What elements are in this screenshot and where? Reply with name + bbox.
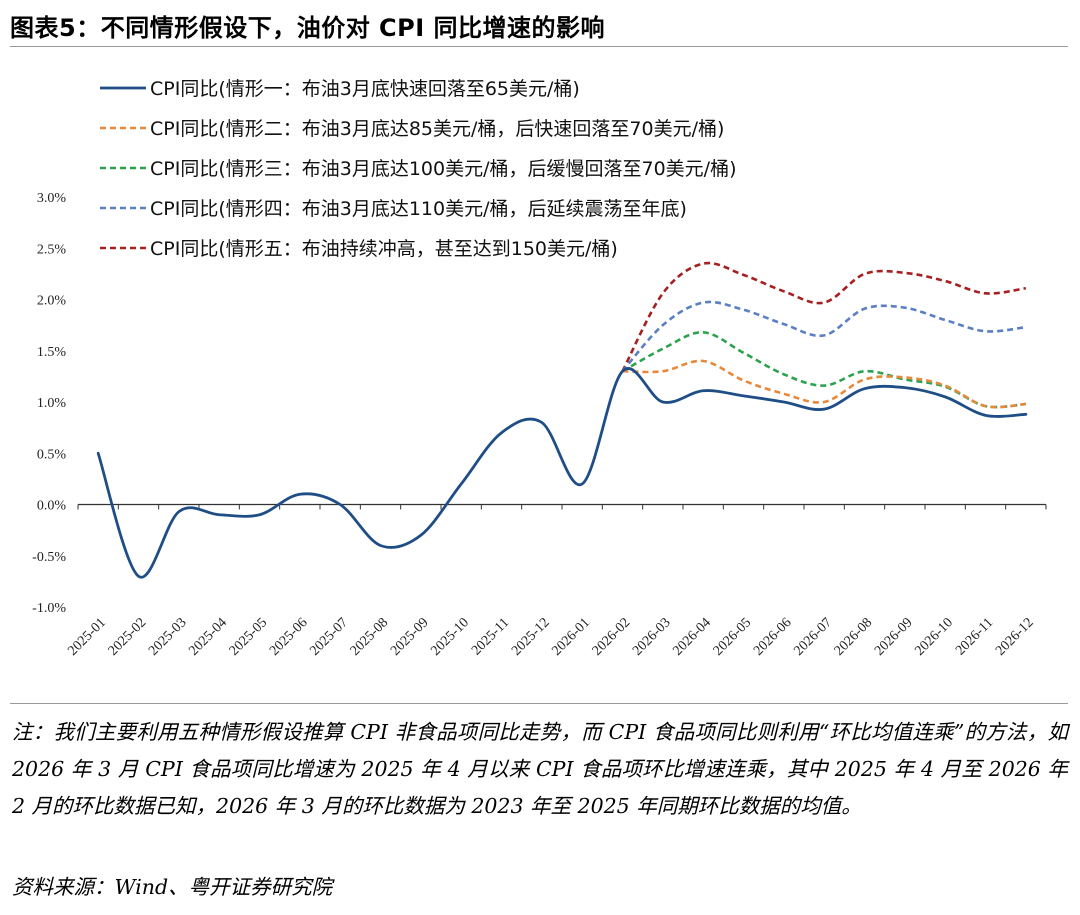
series-line-5 <box>621 261 1027 372</box>
x-tick-label: 2026-05 <box>711 615 755 659</box>
x-tick-label: 2025-02 <box>106 615 150 659</box>
series-line-1 <box>96 367 1028 579</box>
x-tick-label: 2025-09 <box>388 615 432 659</box>
x-tick-label: 2026-12 <box>993 615 1037 659</box>
x-tick-label: 2026-07 <box>791 615 835 659</box>
plot-area <box>96 261 1028 579</box>
series-line-2 <box>622 359 1026 409</box>
x-tick-label: 2025-08 <box>348 615 392 659</box>
x-tick-label: 2026-08 <box>832 615 876 659</box>
x-tick-label: 2025-12 <box>509 615 553 659</box>
x-tick-label: 2026-09 <box>872 615 916 659</box>
x-tick-label: 2025-04 <box>186 615 230 659</box>
y-tick-label: 0.0% <box>37 499 67 514</box>
y-tick-label: 2.0% <box>37 294 67 309</box>
legend-label-1: CPI同比(情形一：布油3月底快速回落至65美元/桶) <box>150 78 580 100</box>
x-tick-label: 2026-04 <box>670 615 714 659</box>
footnote: 注：我们主要利用五种情形假设推算 CPI 非食品项同比走势，而 CPI 食品项同… <box>12 720 1068 818</box>
legend-label-4: CPI同比(情形四：布油3月底达110美元/桶，后延续震荡至年底) <box>150 198 687 220</box>
legend-label-3: CPI同比(情形三：布油3月底达100美元/桶，后缓慢回落至70美元/桶) <box>150 158 737 180</box>
x-tick-label: 2025-01 <box>65 615 109 659</box>
chart-title: 图表5：不同情形假设下，油价对 CPI 同比增速的影响 <box>10 14 606 42</box>
y-tick-label: 1.5% <box>37 345 67 360</box>
x-tick-label: 2026-06 <box>751 615 795 659</box>
x-tick-label: 2026-11 <box>953 615 996 658</box>
x-tick-label: 2025-07 <box>307 615 351 659</box>
y-axis: -1.0% -0.5% 0.0% 0.5% 1.0% 1.5% 2.0% 2.5% 3.0% <box>32 191 66 616</box>
y-tick-label: 2.5% <box>37 242 67 257</box>
x-tick-label: 2026-10 <box>912 615 956 659</box>
x-tick-label: 2025-11 <box>469 615 512 658</box>
y-tick-label: -0.5% <box>32 550 66 565</box>
x-tick-label: 2025-03 <box>146 615 190 659</box>
title-divider <box>10 46 1068 47</box>
y-tick-label: -1.0% <box>32 601 66 616</box>
y-tick-label: 0.5% <box>37 447 67 462</box>
x-tick-label: 2026-03 <box>630 615 674 659</box>
x-axis: 2025-012025-022025-032025-042025-052025-… <box>65 503 1047 659</box>
legend-label-5: CPI同比(情形五：布油持续冲高，甚至达到150美元/桶) <box>150 238 618 260</box>
y-tick-label: 3.0% <box>37 191 67 206</box>
x-tick-label: 2025-06 <box>267 615 311 659</box>
y-tick-label: 1.0% <box>37 396 67 411</box>
series-line-4 <box>621 300 1026 373</box>
cpi-line-chart: CPI同比(情形一：布油3月底快速回落至65美元/桶) CPI同比(情形二：布油3… <box>32 78 1047 659</box>
source-line: 资料来源：Wind、粤开证券研究院 <box>12 875 333 899</box>
note-divider <box>10 703 1068 704</box>
chart-legend: CPI同比(情形一：布油3月底快速回落至65美元/桶) CPI同比(情形二：布油3… <box>100 78 737 260</box>
legend-label-2: CPI同比(情形二：布油3月底达85美元/桶，后快速回落至70美元/桶) <box>150 118 724 140</box>
x-tick-label: 2026-02 <box>590 615 634 659</box>
x-tick-label: 2025-05 <box>227 615 271 659</box>
x-tick-label: 2025-10 <box>428 615 472 659</box>
x-tick-label: 2026-01 <box>549 615 593 659</box>
